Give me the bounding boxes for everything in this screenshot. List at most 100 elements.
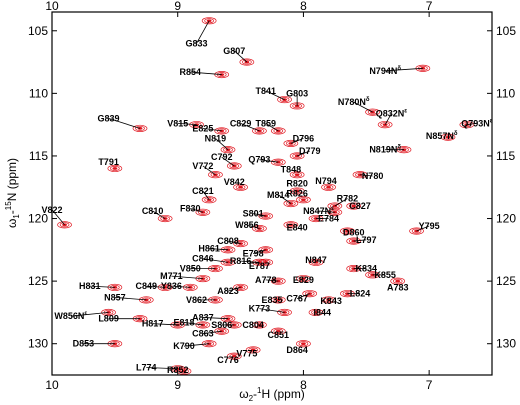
y-tick-label-right: 105 <box>496 24 516 38</box>
peak-leader-line <box>202 317 229 320</box>
peak-label-text: R820 <box>286 178 308 188</box>
peak-label: Y836 <box>161 281 182 291</box>
peak-label: E835 <box>261 295 282 305</box>
peak-label-text: N794N <box>369 66 397 76</box>
peak-leader-line <box>227 240 241 244</box>
peak-label-text: F830 <box>180 204 201 214</box>
peak-label: N857Nδ <box>426 131 458 141</box>
peak-leader-line <box>108 118 141 129</box>
peak-label-text: D864 <box>286 345 308 355</box>
peak-leader-line <box>334 198 348 207</box>
peak-label: V772 <box>192 161 213 171</box>
peak-label: V842 <box>224 177 245 187</box>
peak-leader-line <box>190 208 203 213</box>
peak-layer <box>57 17 475 375</box>
peak-contour <box>289 152 305 160</box>
peak-leader-line <box>70 312 109 317</box>
peak-label-text: N847 <box>305 255 327 265</box>
peak-label-text: V772 <box>192 161 213 171</box>
peak-leader-line <box>265 123 279 132</box>
peak-label-text: A778 <box>255 275 277 285</box>
peak-label-text: C849 <box>136 281 158 291</box>
peak-label-text: N857N <box>426 131 454 141</box>
peak-label: M771 <box>160 271 183 281</box>
peak-label-text: N819 <box>205 133 227 143</box>
peak-contour <box>390 277 406 285</box>
peak-label-text: C821 <box>192 186 214 196</box>
peak-label: N819Nδ <box>369 145 401 155</box>
peak-label-text: R782 <box>337 194 359 204</box>
peak-leader-line <box>89 285 115 288</box>
peak-label-text: C846 <box>192 254 214 264</box>
y-axis-title: ω1-15N (ppm) <box>4 158 21 228</box>
peak-contour <box>321 183 336 191</box>
peak-label-text: I844 <box>314 307 332 317</box>
peak-label: C851 <box>268 330 290 340</box>
x-tick-label-bottom: 8 <box>300 378 307 392</box>
y-tick-label-right: 115 <box>496 149 515 163</box>
peak-leader-line <box>202 190 210 200</box>
x-tick-label-bottom: 7 <box>426 378 433 392</box>
peak-label: I844 <box>314 307 332 317</box>
peak-label-text: M771 <box>160 271 183 281</box>
plot-frame <box>51 11 493 376</box>
peak-label: G807 <box>223 46 245 56</box>
peak-label: C810 <box>142 206 164 216</box>
peak-label-text: G803 <box>286 88 308 98</box>
peak-label: R854 <box>180 67 202 77</box>
x-tick-label-top: 9 <box>174 0 181 13</box>
peak-leader-line <box>183 343 210 347</box>
peak-label-text: Y836 <box>161 281 182 291</box>
peak-label-text: C827 <box>349 201 371 211</box>
peak-label: C827 <box>349 201 371 211</box>
peak-label: W856 <box>235 220 259 230</box>
peak-label-text: A783 <box>387 282 409 292</box>
peak-contour <box>365 271 380 279</box>
peak-contour <box>245 346 261 354</box>
peak-leader-line <box>246 224 260 229</box>
peak-contour <box>289 187 305 195</box>
peak-label-text: R816 <box>230 256 252 266</box>
peak-contour <box>201 340 217 348</box>
peak-leader-line <box>384 113 392 125</box>
peak-leader-line <box>240 123 260 132</box>
peak-label-superscript: ε <box>404 108 407 114</box>
peak-contour <box>107 164 123 173</box>
peak-label: K855 <box>374 270 396 280</box>
x-tick-label-bottom: 10 <box>45 378 59 392</box>
peak-label-text: R854 <box>180 67 202 77</box>
peak-label: K790 <box>173 341 195 351</box>
peak-label-text: V822 <box>41 205 62 215</box>
peak-label: C846 <box>192 254 214 264</box>
peak-label: N819 <box>205 133 227 143</box>
peak-label-text: L797 <box>356 235 377 245</box>
peak-label: R782 <box>337 194 359 204</box>
peak-contour <box>296 275 311 283</box>
peak-contour <box>440 133 456 141</box>
peak-label: R826 <box>286 189 308 199</box>
peak-label: W856Nε <box>54 311 87 321</box>
peak-label: E840 <box>287 222 308 232</box>
peak-label-text: R852 <box>167 365 189 375</box>
peak-label-text: H861 <box>198 244 220 254</box>
peak-label-text: A823 <box>217 286 239 296</box>
peak-label-text: G833 <box>186 38 208 48</box>
peak-label: V862 <box>186 295 207 305</box>
peak-label-text: V815 <box>167 118 188 128</box>
peak-label: N794 <box>315 176 337 186</box>
peak-leader-line <box>209 248 229 251</box>
peak-label: R816 <box>230 256 252 266</box>
peak-contour <box>252 321 267 329</box>
peak-label-text: V775 <box>236 349 257 359</box>
peak-label: Q793Nε <box>461 118 493 128</box>
peak-label-text: V842 <box>224 177 245 187</box>
peak-label-text: C810 <box>142 206 164 216</box>
peak-label-text: G807 <box>223 46 245 56</box>
peak-label-text: E829 <box>293 275 314 285</box>
peak-leader-line <box>466 123 477 126</box>
peak-label-text: N780N <box>338 97 366 107</box>
peak-label: L809 <box>98 314 119 324</box>
peak-label: N857 <box>104 292 126 302</box>
peak-label-text: E798 <box>243 249 264 259</box>
peak-leader-line <box>221 156 235 167</box>
